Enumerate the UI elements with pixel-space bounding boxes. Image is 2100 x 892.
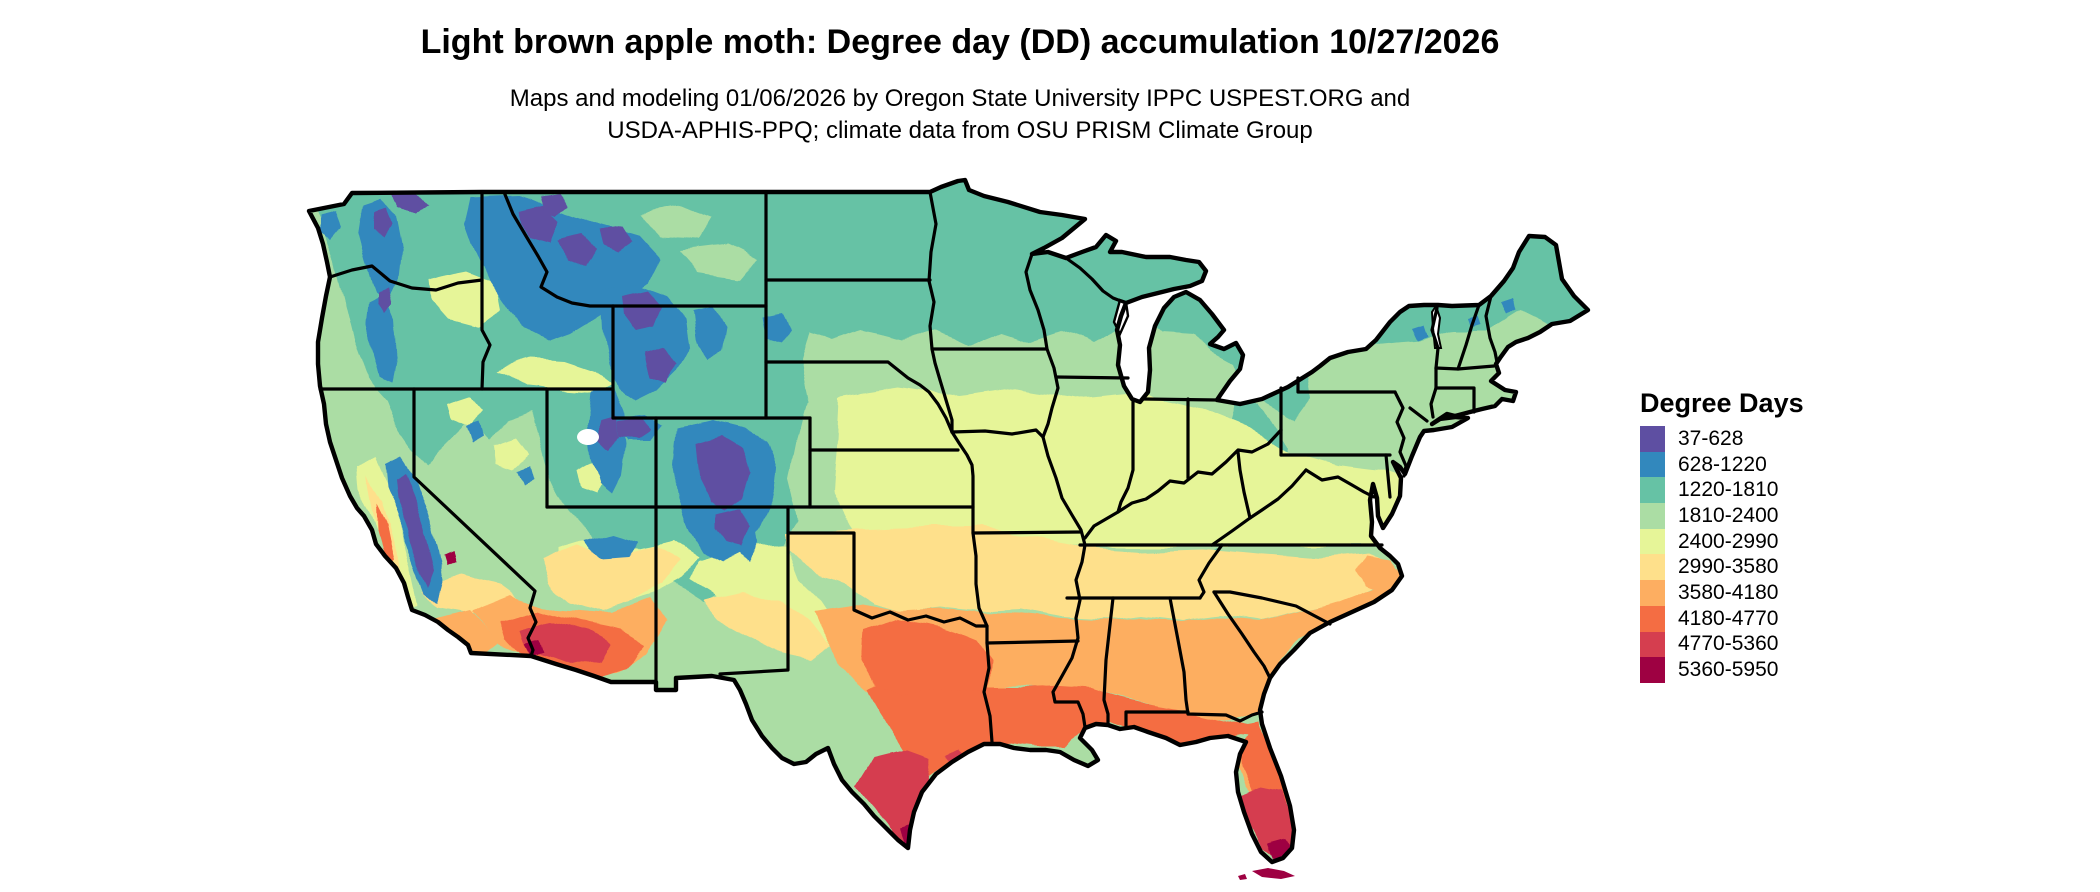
legend-item: 1220-1810 — [1640, 477, 1804, 504]
legend-item: 1810-2400 — [1640, 503, 1804, 529]
dd-band-2400-2990 — [832, 386, 1428, 546]
legend: Degree Days 37-628 628-1220 1220-1810 18… — [1640, 388, 1804, 683]
subtitle-line-1: Maps and modeling 01/06/2026 by Oregon S… — [509, 85, 1411, 112]
legend-range-label: 4770-5360 — [1678, 632, 1779, 656]
legend-range-label: 2990-3580 — [1678, 555, 1779, 579]
page-title: Light brown apple moth: Degree day (DD) … — [420, 23, 1500, 61]
legend-range-label: 628-1220 — [1678, 452, 1767, 476]
legend-item: 4180-4770 — [1640, 605, 1804, 632]
legend-range-label: 37-628 — [1678, 426, 1744, 450]
legend-item: 2400-2990 — [1640, 528, 1804, 555]
legend-color-swatch — [1640, 631, 1665, 658]
legend-rows: 37-628 628-1220 1220-1810 1810-2400 2400… — [1640, 426, 1804, 683]
legend-item: 4770-5360 — [1640, 631, 1804, 658]
legend-title: Degree Days — [1640, 388, 1804, 418]
legend-item: 628-1220 — [1640, 451, 1804, 478]
florida-keys — [1238, 868, 1295, 880]
legend-color-swatch — [1640, 554, 1665, 581]
legend-range-label: 3580-4180 — [1678, 580, 1779, 604]
map-color-field — [309, 180, 1588, 862]
us-outline — [306, 177, 1591, 865]
legend-item: 3580-4180 — [1640, 580, 1804, 606]
legend-color-swatch — [1640, 451, 1665, 478]
legend-color-swatch — [1640, 477, 1665, 504]
mountain-coldest-zones — [374, 193, 752, 586]
legend-item: 5360-5950 — [1640, 657, 1804, 683]
legend-color-swatch — [1640, 528, 1665, 555]
legend-color-swatch — [1640, 657, 1665, 683]
legend-range-label: 1220-1810 — [1678, 478, 1779, 502]
legend-color-swatch — [1640, 503, 1665, 529]
dd-band-2990-3580 — [788, 527, 1392, 620]
legend-range-label: 2400-2990 — [1678, 529, 1779, 553]
great-salt-lake — [577, 429, 599, 445]
legend-range-label: 5360-5950 — [1678, 658, 1779, 682]
legend-item: 2990-3580 — [1640, 554, 1804, 581]
legend-color-swatch — [1640, 426, 1665, 452]
legend-item: 37-628 — [1640, 426, 1804, 452]
legend-range-label: 1810-2400 — [1678, 503, 1779, 527]
subtitle-line-2: USDA-APHIS-PPQ; climate data from OSU PR… — [607, 117, 1313, 144]
state-borders — [318, 190, 1499, 744]
legend-range-label: 4180-4770 — [1678, 606, 1779, 630]
legend-color-swatch — [1640, 605, 1665, 632]
legend-color-swatch — [1640, 580, 1665, 606]
